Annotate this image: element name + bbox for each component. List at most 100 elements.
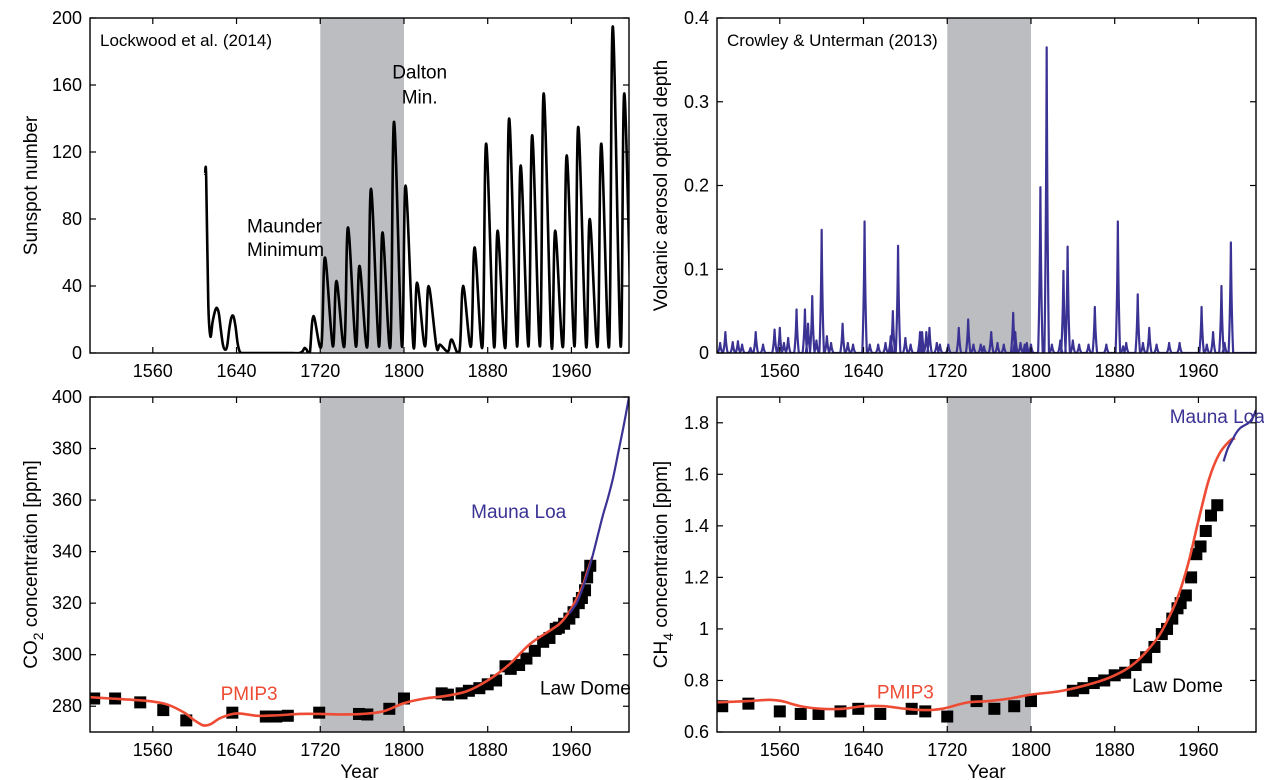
x-tick-label: 1640 bbox=[844, 361, 884, 381]
law-dome-point bbox=[1204, 509, 1217, 522]
y-tick-label: 380 bbox=[52, 439, 82, 459]
x-tick-label: 1960 bbox=[1178, 740, 1218, 760]
law-dome-point bbox=[834, 705, 847, 718]
source-annotation: Lockwood et al. (2014) bbox=[100, 31, 272, 50]
law-dome-point bbox=[1211, 499, 1224, 512]
panel-sunspot: 1560 1640 1720 1800 1880 1960 0 40 80 120 160 200 Su… bbox=[21, 8, 630, 381]
x-tick-label: 1640 bbox=[844, 740, 884, 760]
x-tick-label: 1720 bbox=[927, 361, 967, 381]
x-tick-labels: 1560 1640 1720 1800 1880 1960 bbox=[760, 740, 1219, 760]
series-line-mauna-loa bbox=[1222, 409, 1256, 462]
law-dome-point bbox=[852, 702, 865, 715]
law-dome-point bbox=[543, 631, 556, 644]
law-dome-point bbox=[988, 702, 1001, 715]
y-tick-label: 1 bbox=[699, 619, 709, 639]
y-axis-label: Sunspot number bbox=[21, 115, 42, 255]
x-tick-label: 1720 bbox=[927, 740, 967, 760]
law-dome-point bbox=[1119, 666, 1132, 679]
y-tick-label: 1.8 bbox=[684, 413, 709, 433]
y-tick-label: 80 bbox=[62, 209, 82, 229]
y-tick-label: 0.2 bbox=[684, 176, 709, 196]
y-axis-label: CO2 concentration [ppm] bbox=[21, 460, 46, 668]
annotation-law-dome: Law Dome bbox=[540, 679, 631, 700]
series-line-mauna-loa bbox=[568, 397, 629, 615]
y-tick-label: 160 bbox=[52, 75, 82, 95]
annotation-law-dome: Law Dome bbox=[1132, 676, 1223, 697]
y-tick-label: 400 bbox=[52, 387, 82, 407]
x-tick-label: 1880 bbox=[1095, 361, 1135, 381]
law-dome-point bbox=[157, 704, 170, 717]
y-tick-label: 120 bbox=[52, 142, 82, 162]
x-tick-labels: 1560 1640 1720 1800 1880 1960 bbox=[760, 361, 1219, 381]
y-tick-label: 280 bbox=[52, 696, 82, 716]
y-tick-label: 40 bbox=[62, 276, 82, 296]
panel-co2: 1560 1640 1720 1800 1880 1960 280 300 320 340 360 3… bbox=[21, 387, 631, 780]
y-tick-label: 320 bbox=[52, 593, 82, 613]
shaded-period bbox=[320, 397, 404, 732]
panel-volcanic: 1560 1640 1720 1800 1880 1960 0 0.1 0.2 0.3 0.4 Vol… bbox=[651, 8, 1257, 381]
law-dome-point bbox=[1129, 659, 1142, 671]
y-tick-label: 0 bbox=[699, 343, 709, 363]
x-tick-label: 1560 bbox=[133, 740, 173, 760]
law-dome-point bbox=[941, 710, 954, 723]
axes-frame bbox=[716, 396, 1257, 733]
y-axis-label: CH4 concentration [ppm] bbox=[651, 461, 676, 668]
x-tick-label: 1800 bbox=[1011, 361, 1051, 381]
annotation-maunder: Maunder bbox=[247, 216, 323, 237]
annotation-mauna-loa: Mauna Loa bbox=[1170, 407, 1264, 428]
y-tick-label: 0.1 bbox=[684, 259, 709, 279]
y-tick-labels: 0 0.1 0.2 0.3 0.4 bbox=[684, 8, 709, 363]
axes-frame bbox=[89, 17, 630, 354]
law-dome-point bbox=[773, 705, 786, 718]
y-tick-label: 0.3 bbox=[684, 92, 709, 112]
law-dome-point bbox=[134, 696, 147, 709]
x-tick-label: 1560 bbox=[760, 361, 800, 381]
law-dome-point bbox=[1185, 571, 1198, 584]
y-tick-label: 0.6 bbox=[684, 722, 709, 742]
axes-frame bbox=[89, 396, 630, 733]
annotation-minimum: Minimum bbox=[247, 240, 324, 261]
law-dome-point bbox=[1024, 695, 1037, 708]
x-tick-label: 1960 bbox=[551, 740, 591, 760]
series-line-pmip3 bbox=[90, 556, 594, 727]
law-dome-point bbox=[742, 697, 755, 710]
y-tick-labels: 0 40 80 120 160 200 bbox=[52, 8, 82, 363]
y-tick-label: 360 bbox=[52, 490, 82, 510]
shaded-period bbox=[947, 18, 1031, 353]
law-dome-point bbox=[528, 644, 541, 657]
x-tick-label: 1800 bbox=[1011, 740, 1051, 760]
x-tick-label: 1560 bbox=[760, 740, 800, 760]
law-dome-point bbox=[717, 700, 729, 713]
y-tick-label: 0.8 bbox=[684, 670, 709, 690]
x-tick-label: 1960 bbox=[1178, 361, 1218, 381]
source-annotation: Crowley & Unterman (2013) bbox=[727, 31, 938, 50]
plot-area bbox=[717, 46, 1256, 353]
x-tick-labels: 1560 1640 1720 1800 1880 1960 bbox=[133, 740, 592, 760]
x-axis-label: Year bbox=[967, 762, 1006, 780]
law-dome-point bbox=[794, 707, 807, 720]
series-line-volcanic bbox=[717, 46, 1256, 353]
series-line-pmip3 bbox=[717, 437, 1236, 712]
y-tick-labels: 0.6 0.8 1 1.2 1.4 1.6 1.8 bbox=[684, 413, 709, 742]
x-tick-labels: 1560 1640 1720 1800 1880 1960 bbox=[133, 361, 592, 381]
y-tick-label: 1.2 bbox=[684, 567, 709, 587]
y-tick-label: 1.6 bbox=[684, 464, 709, 484]
y-tick-label: 0 bbox=[72, 343, 82, 363]
x-tick-label: 1880 bbox=[468, 361, 508, 381]
x-tick-label: 1800 bbox=[384, 361, 424, 381]
y-tick-label: 200 bbox=[52, 8, 82, 28]
shaded-period bbox=[947, 397, 1031, 732]
law-dome-point bbox=[1194, 540, 1207, 553]
x-tick-label: 1720 bbox=[300, 740, 340, 760]
plot-area bbox=[717, 409, 1256, 723]
annotation-pmip3: PMIP3 bbox=[877, 683, 934, 704]
law-dome-point bbox=[1199, 525, 1212, 537]
plot-area bbox=[90, 397, 629, 727]
y-tick-label: 300 bbox=[52, 645, 82, 665]
y-tick-label: 1.4 bbox=[684, 516, 709, 536]
x-tick-label: 1880 bbox=[468, 740, 508, 760]
y-tick-label: 340 bbox=[52, 542, 82, 562]
x-tick-label: 1800 bbox=[384, 740, 424, 760]
y-tick-labels: 280 300 320 340 360 380 400 bbox=[52, 387, 82, 716]
